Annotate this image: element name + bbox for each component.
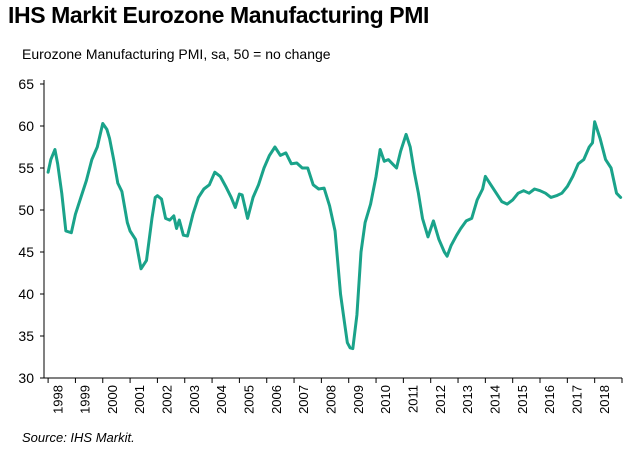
chart-title: IHS Markit Eurozone Manufacturing PMI	[8, 2, 429, 28]
x-tick-label: 2009	[351, 385, 366, 414]
x-tick-label: 2004	[214, 385, 229, 414]
x-tick-label: 2003	[187, 385, 202, 414]
y-tick-label: 35	[18, 328, 34, 344]
y-tick-label: 55	[18, 160, 34, 176]
x-tick-label: 2010	[378, 385, 393, 414]
x-tick-label: 2007	[296, 385, 311, 414]
y-tick-label: 30	[18, 370, 34, 386]
y-tick-label: 50	[18, 202, 34, 218]
pmi-series-line	[46, 120, 623, 351]
x-tick-label: 2013	[460, 385, 475, 414]
chart-subtitle: Eurozone Manufacturing PMI, sa, 50 = no …	[22, 46, 331, 62]
x-tick-label: 2014	[488, 385, 503, 414]
x-tick-label: 1998	[50, 385, 65, 414]
x-tick-label: 1999	[78, 385, 93, 414]
x-tick-label: 2012	[433, 385, 448, 414]
chart-series	[46, 120, 623, 351]
y-tick-label: 60	[18, 118, 34, 134]
x-tick-label: 2006	[269, 385, 284, 414]
x-tick-label: 2001	[132, 385, 147, 414]
source-note: Source: IHS Markit.	[22, 430, 135, 445]
x-tick-label: 2011	[406, 385, 421, 413]
chart-axes: 30 35 40 45 50 55 60 65 1998 1999 2000 2001 2002 2003…	[18, 76, 623, 414]
x-tick-label: 2000	[105, 385, 120, 414]
x-tick-label: 2018	[597, 385, 612, 414]
x-tick-label: 2015	[515, 385, 530, 414]
x-tick-label: 2005	[242, 385, 257, 414]
x-tick-label: 2008	[324, 385, 339, 414]
y-tick-label: 45	[18, 244, 34, 260]
y-tick-label: 65	[18, 76, 34, 92]
y-tick-label: 40	[18, 286, 34, 302]
x-tick-label: 2002	[160, 385, 175, 414]
x-tick-label: 2016	[542, 385, 557, 414]
x-tick-label: 2017	[570, 385, 585, 414]
